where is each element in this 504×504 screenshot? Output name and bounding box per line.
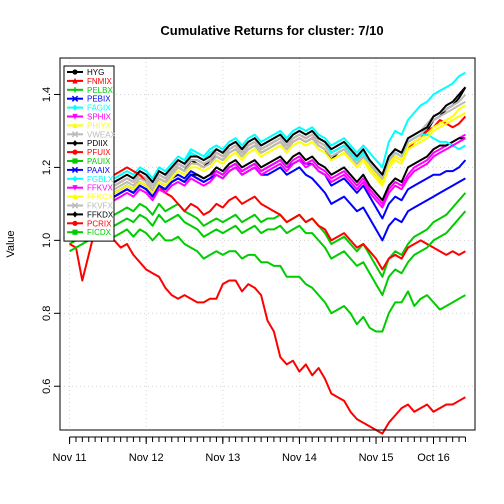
- legend-marker-vweax: [71, 131, 79, 138]
- legend-marker-pfuix: [72, 149, 78, 155]
- legend-label-vweax: VWEAX: [87, 130, 117, 139]
- x-tick-label: Oct 16: [417, 452, 449, 464]
- legend-label-pauix: PAUIX: [87, 157, 111, 166]
- series-line-pfuix: [68, 166, 466, 271]
- x-tick-label: Nov 12: [129, 452, 164, 464]
- legend-marker-fagix: [72, 104, 78, 111]
- x-axis: Nov 11 Nov 12 Nov 13 Nov 14 Nov 15 Oct 16: [53, 436, 466, 464]
- legend-marker-pdiix: [72, 140, 78, 147]
- legend-label-pebix: PEBIX: [87, 95, 111, 104]
- legend-marker-pebix: [71, 95, 79, 102]
- legend-marker-ffkvx: [72, 185, 78, 191]
- legend-label-fagix: FAGIX: [87, 104, 111, 113]
- x-tick-label: Nov 11: [53, 452, 87, 464]
- legend-marker-phiyx: [72, 122, 78, 128]
- legend-marker-ffkcx: [72, 193, 78, 200]
- legend-label-pelbx: PELBX: [87, 86, 113, 95]
- series-line-pelbx: [69, 192, 467, 278]
- legend-label-ffkvx: FFKVX: [87, 184, 113, 193]
- legend-marker-pauix: [72, 158, 78, 164]
- legend-label-pdiix: PDIIX: [87, 139, 109, 148]
- series-line-paaix: [69, 166, 466, 242]
- series-layer: [68, 71, 467, 435]
- series-line-ffkcx: [69, 111, 466, 223]
- legend-marker-ffkdx: [72, 211, 78, 218]
- y-axis: 0.6 0.8 1.0 1.2 1.4: [41, 87, 60, 394]
- legend-label-fgblx: FGBLX: [87, 175, 114, 184]
- y-tick-label: 1.4: [41, 87, 53, 102]
- legend-label-pfuix: PFUIX: [87, 148, 111, 157]
- legend-marker-fgblx: [72, 175, 78, 182]
- plot-border: [59, 57, 476, 431]
- series-line-pauix: [69, 210, 467, 297]
- legend-marker-ficdx: [72, 229, 78, 235]
- legend-marker-sphix: [72, 113, 78, 120]
- chart-title: Cumulative Returns for cluster: 7/10: [160, 23, 383, 38]
- legend-marker-pcrix: [72, 220, 78, 226]
- legend-label-ffkcx: FFKCX: [87, 193, 114, 202]
- legend-label-paaix: PAAIX: [87, 166, 111, 175]
- legend-label-hyg: HYG: [87, 68, 104, 77]
- legend-label-pcrix: PCRIX: [87, 219, 112, 228]
- y-tick-label: 0.8: [41, 306, 53, 321]
- series-line-fkvfx: [68, 100, 466, 223]
- legend-label-sphix: SPHIX: [87, 113, 112, 122]
- legend-marker-hyg: [72, 69, 78, 75]
- y-tick-label: 0.6: [41, 379, 53, 394]
- series-line-ffkdx: [68, 86, 467, 220]
- legend-label-fnmix: FNMIX: [87, 77, 113, 86]
- series-line-pcrix: [69, 217, 466, 435]
- legend: HYGFNMIXPELBXPEBIXFAGIXSPHIXPHIYXVWEAXPD…: [63, 65, 117, 242]
- legend-marker-fnmix: [72, 77, 78, 84]
- legend-label-ficdx: FICDX: [87, 228, 112, 237]
- x-tick-label: Nov 13: [205, 452, 240, 464]
- legend-marker-paaix: [71, 166, 79, 174]
- x-tick-label: Nov 15: [359, 452, 394, 464]
- legend-label-fkvfx: FKVFX: [87, 202, 113, 211]
- series-line-ffkvx: [69, 137, 466, 227]
- legend-marker-fkvfx: [71, 202, 79, 209]
- x-tick-label: Nov 14: [282, 452, 317, 464]
- y-tick-label: 1.2: [41, 160, 53, 175]
- legend-label-ffkdx: FFKDX: [87, 210, 114, 219]
- y-axis-label: Value: [5, 230, 17, 257]
- series-line-ficdx: [69, 228, 466, 333]
- legend-label-phiyx: PHIYX: [87, 121, 112, 130]
- y-tick-label: 1.0: [41, 233, 53, 248]
- legend-box: [63, 65, 115, 242]
